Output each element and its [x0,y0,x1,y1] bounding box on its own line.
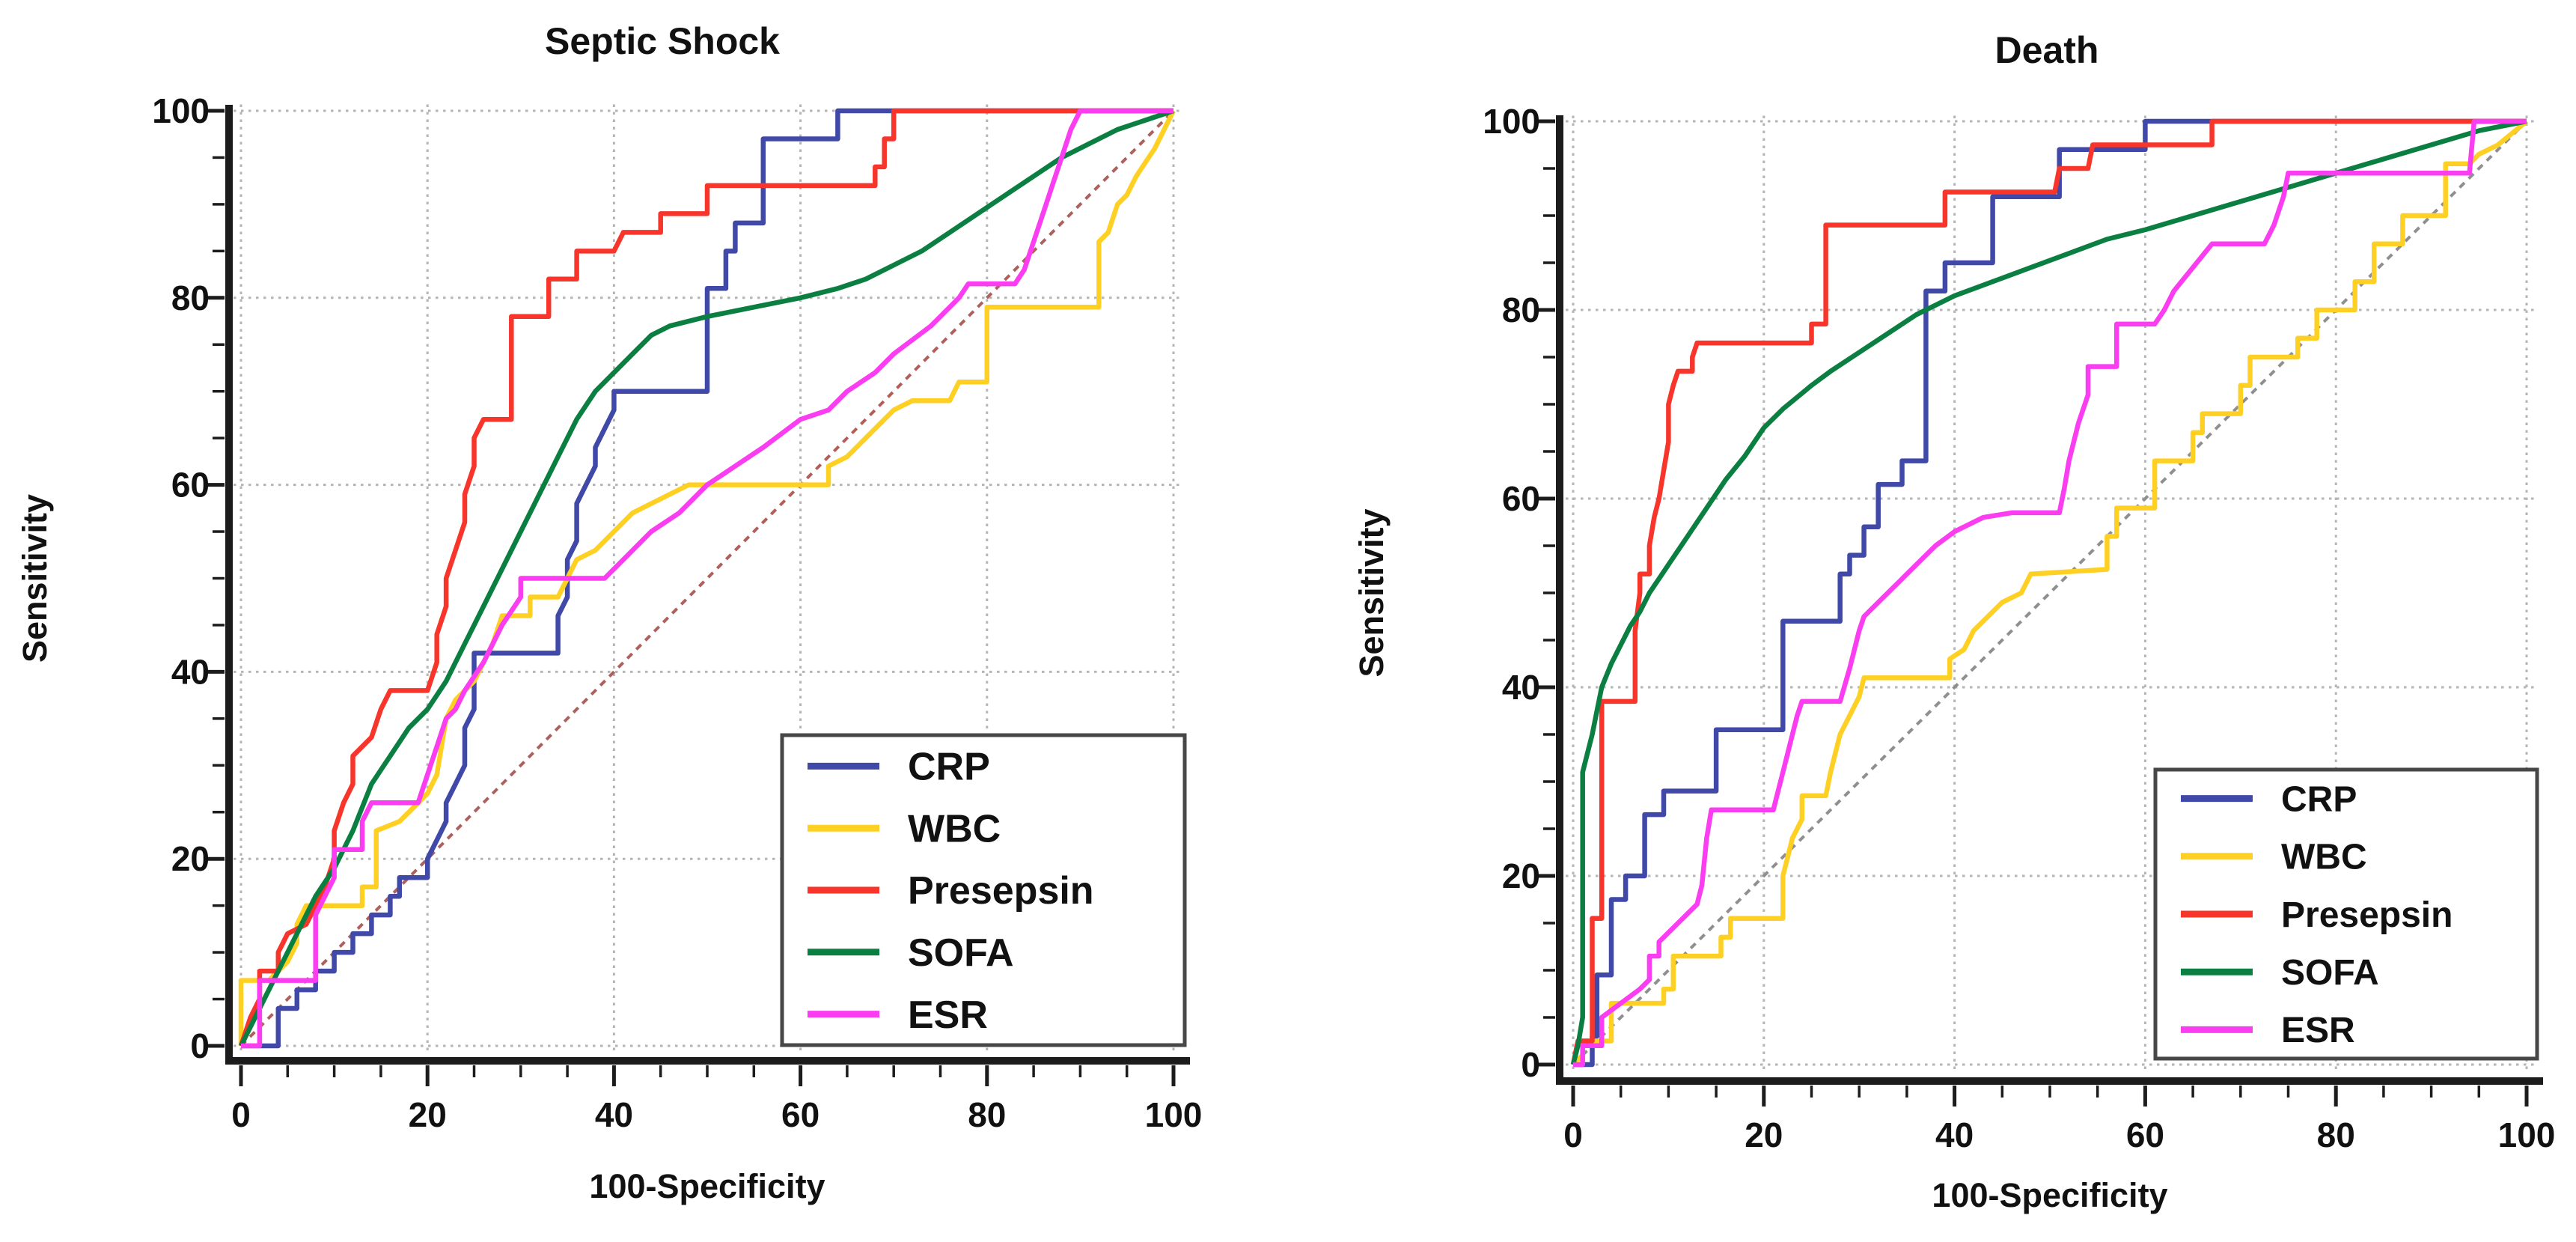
legend-label-wbc: WBC [2281,838,2367,877]
x-tick-label: 20 [1745,1115,1783,1154]
roc-curve-crp [1573,118,2527,1068]
y-tick-label: 40 [1502,668,1540,707]
y-tick-label: 100 [1483,102,1540,141]
legend-label-esr: ESR [908,993,988,1037]
roc-curve-wbc [238,109,1176,1046]
y-tick-label: 0 [1521,1045,1540,1084]
chart-title: Septic Shock [545,20,780,62]
chart-septic-shock: 0 20 40 60 80 100 0 20 40 60 80 100 Septic Shock 100-… [16,20,1202,1205]
x-tick-label: 40 [595,1095,633,1134]
x-tick-label: 0 [231,1095,251,1134]
roc-curve-presepsin [1570,118,2527,1065]
y-tick-label: 20 [1502,856,1540,895]
roc-curve-crp [241,108,1173,1049]
y-tick-label: 80 [171,278,210,317]
y-tick-label: 60 [1502,479,1540,518]
y-axis-label: Sensitivity [1352,508,1391,677]
legend: CRP WBC Presepsin SOFA ESR [780,733,1187,1047]
x-tick-label: 0 [1563,1115,1583,1154]
y-tick-label: 0 [190,1026,210,1065]
x-tick-label: 80 [968,1095,1006,1134]
legend-label-presepsin: Presepsin [908,869,1094,913]
y-axis-label: Sensitivity [16,494,54,663]
legend-label-esr: ESR [2281,1011,2355,1050]
chart-title: Death [1995,29,2099,71]
chart-death: 0 20 40 60 80 100 0 20 40 60 80 100 Death 100-Specifi… [1352,29,2555,1214]
legend-label-presepsin: Presepsin [2281,895,2453,935]
x-tick-label: 60 [781,1095,820,1134]
legend-label-crp: CRP [2281,779,2357,819]
x-tick-label: 80 [2317,1115,2355,1154]
x-tick-label: 20 [409,1095,447,1134]
y-tick-label: 40 [171,652,210,691]
y-tick-label: 20 [171,839,210,878]
roc-curve-esr [1573,118,2527,1068]
legend-label-sofa: SOFA [908,931,1014,975]
roc-curve-wbc [1571,119,2529,1067]
y-tick-label: 60 [171,466,210,505]
x-tick-label: 60 [2126,1115,2164,1154]
y-tick-label: 80 [1502,290,1540,329]
x-tick-label: 100 [2498,1115,2556,1154]
legend-label-crp: CRP [908,746,990,789]
roc-curve-sofa [1570,118,2527,1065]
x-tick-label: 40 [1935,1115,1974,1154]
roc-curve-sofa [239,108,1175,1047]
legend-label-sofa: SOFA [2281,953,2379,993]
legend: CRP WBC Presepsin SOFA ESR [2153,767,2539,1061]
reference-diagonal [239,109,1175,1047]
x-axis-label: 100-Specificity [589,1167,825,1205]
roc-curve-presepsin [238,108,1173,1047]
roc-curve-esr [241,108,1173,1049]
x-tick-label: 100 [1145,1095,1203,1134]
x-axis-label: 100-Specificity [1932,1176,2167,1214]
y-tick-label: 100 [152,91,210,130]
legend-label-wbc: WBC [908,807,1001,850]
